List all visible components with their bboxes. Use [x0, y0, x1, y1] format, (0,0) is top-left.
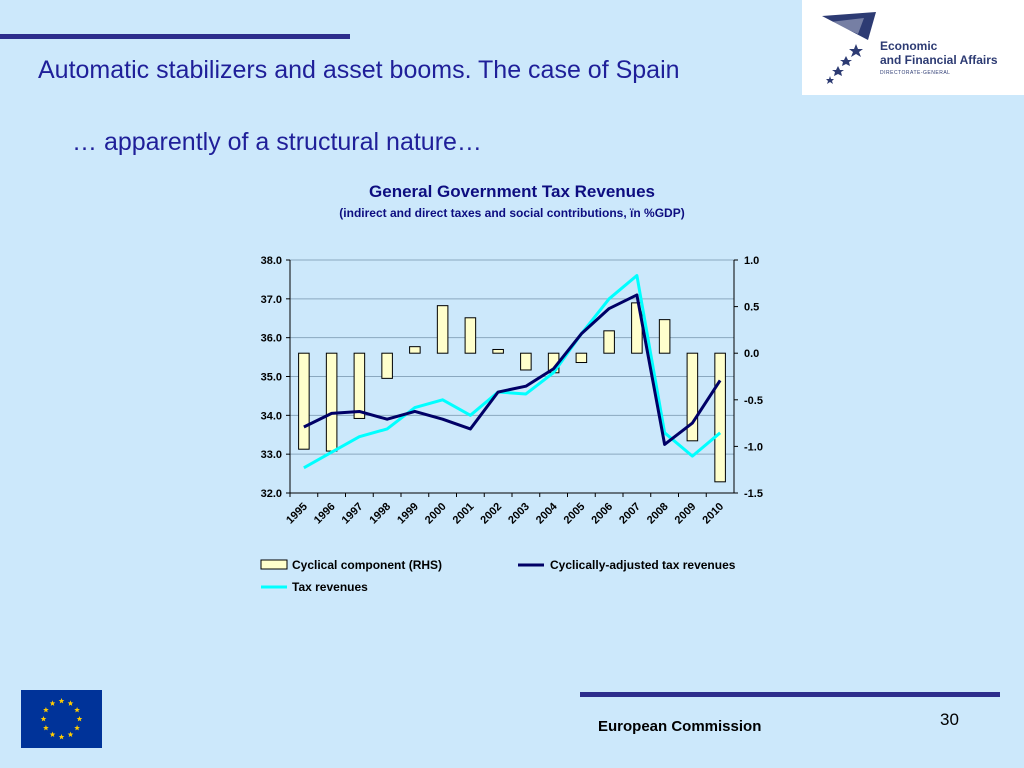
cyclical-component-bar [464, 317, 477, 354]
eu-star-icon [43, 725, 49, 731]
eu-star-icon [49, 731, 56, 738]
eu-star-icon [74, 725, 80, 731]
left-tick-label: 38.0 [261, 255, 282, 267]
eu-star-icon [40, 716, 47, 722]
legend-label-cyclical: Cyclical component (RHS) [292, 558, 442, 572]
right-tick-label: -1.0 [744, 441, 763, 453]
legend-swatch-cyclical [260, 559, 288, 570]
cyclical-component-bar [714, 352, 726, 483]
cyclical-component-bar [409, 346, 421, 354]
logo-stars-icon [822, 12, 876, 84]
title-rule [0, 34, 350, 39]
cyclical-component-bar [436, 305, 449, 354]
cyclical-component-bar [520, 352, 532, 371]
eu-star-icon [67, 731, 74, 738]
x-tick-label: 2006 [589, 501, 615, 527]
x-tick-label: 2007 [617, 501, 643, 527]
cyclical-component-bar [492, 348, 504, 354]
cyclical-component-bar [686, 352, 699, 442]
footer-label: European Commission [598, 718, 762, 735]
legend-label-adjusted: Cyclically-adjusted tax revenues [550, 558, 736, 572]
right-tick-label: -0.5 [744, 395, 763, 407]
left-tick-label: 34.0 [261, 410, 282, 422]
tax-revenue-chart: 38.0 37.0 36.0 35.0 34.0 33.0 32.0 1.0 0.5 0.0 -0.… [260, 255, 763, 594]
eu-star-icon [43, 707, 49, 713]
x-tick-label: 2004 [534, 500, 560, 526]
left-tick-label: 32.0 [261, 488, 282, 500]
cyclical-component-bar [575, 352, 588, 364]
cyclical-component-bar [381, 352, 393, 379]
cyclical-component-bar [658, 319, 671, 354]
eu-flag-icon [21, 690, 102, 748]
footer-rule [580, 692, 1000, 697]
chart-title: General Government Tax Revenues [369, 182, 655, 201]
x-tick-label: 2001 [451, 501, 477, 527]
x-tick-label: 2009 [673, 501, 699, 527]
x-tick-label: 1995 [284, 501, 310, 527]
left-tick-label: 33.0 [261, 449, 282, 461]
x-tick-label: 2010 [700, 501, 726, 527]
x-tick-label: 2000 [423, 501, 449, 527]
eu-star-icon [67, 700, 74, 706]
x-tick-label: 1998 [367, 501, 393, 527]
logo-text-line2: and Financial Affairs [880, 53, 998, 67]
left-tick-label: 37.0 [261, 294, 282, 306]
x-tick-label: 2005 [562, 501, 588, 527]
page-number: 30 [940, 710, 959, 729]
logo-text-line1: Economic [880, 39, 938, 53]
eu-star-icon [74, 707, 80, 713]
logo-text-line3: DIRECTORATE-GENERAL [880, 70, 951, 76]
cyclical-component-bar [298, 352, 310, 450]
right-tick-label: 1.0 [744, 255, 759, 267]
cyclical-component-bar [603, 330, 615, 354]
dg-ecfin-logo: Economic and Financial Affairs DIRECTORA… [802, 0, 1024, 95]
cyclical-component-bar [353, 352, 366, 419]
cyclically-adjusted-line [303, 293, 722, 446]
x-tick-label: 2002 [478, 501, 504, 527]
right-tick-label: -1.5 [744, 488, 763, 500]
eu-star-icon [58, 698, 65, 704]
x-tick-label: 1997 [340, 501, 366, 527]
left-tick-label: 35.0 [261, 372, 282, 384]
slide-subtitle: … apparently of a structural nature… [72, 128, 482, 156]
x-tick-label: 2008 [645, 501, 671, 527]
right-tick-label: 0.5 [744, 302, 759, 314]
slide-title: Automatic stabilizers and asset booms. T… [38, 56, 680, 84]
x-tick-label: 2003 [506, 501, 532, 527]
cyclical-component-bar [325, 352, 338, 452]
legend-label-tax: Tax revenues [292, 580, 368, 594]
x-tick-label: 1996 [312, 501, 338, 527]
x-tick-label: 1999 [395, 501, 421, 527]
eu-star-icon [76, 716, 83, 722]
chart-subtitle: (indirect and direct taxes and social co… [339, 206, 685, 220]
right-tick-label: 0.0 [744, 348, 759, 360]
left-tick-label: 36.0 [261, 333, 282, 345]
eu-star-icon [58, 734, 65, 740]
eu-star-icon [49, 700, 56, 706]
tax-revenues-line [303, 274, 722, 470]
